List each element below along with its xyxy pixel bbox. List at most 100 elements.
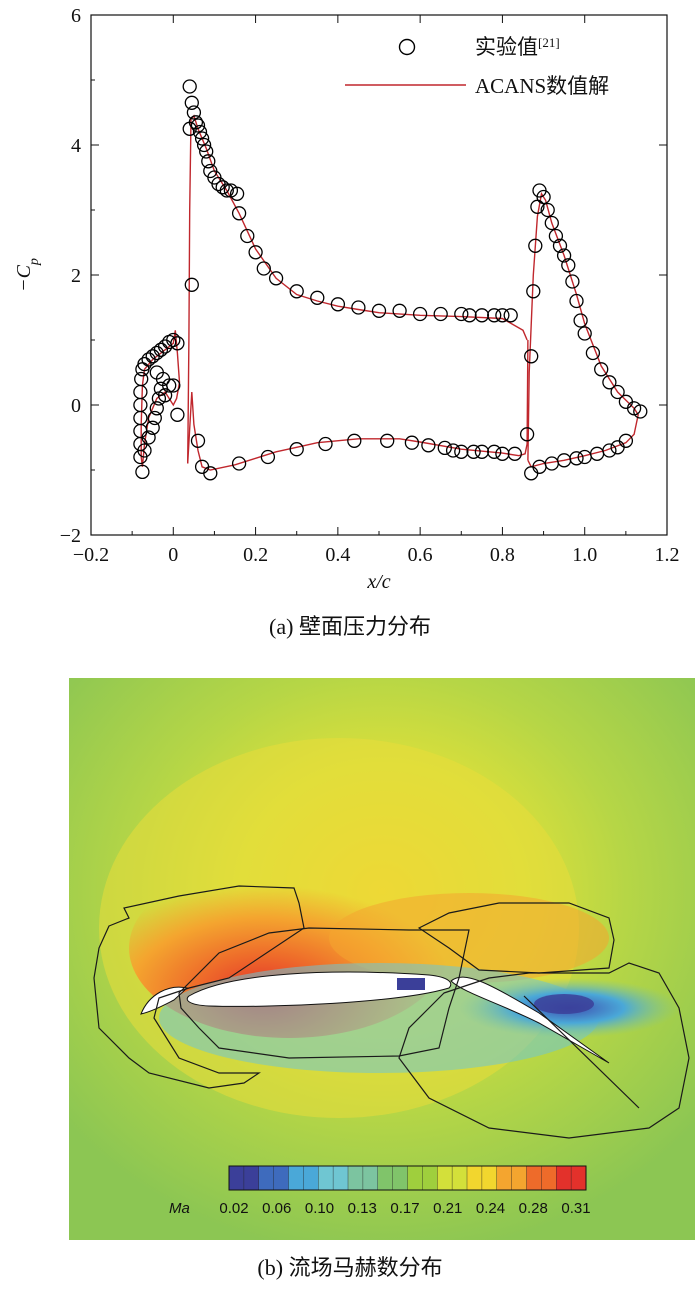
experiment-point xyxy=(166,378,181,393)
experiment-point xyxy=(248,245,263,260)
experiment-point xyxy=(133,397,148,413)
experiment-point xyxy=(145,420,160,435)
experiment-point xyxy=(526,284,541,299)
legend-marker-experiment xyxy=(398,38,416,56)
experiment-point xyxy=(569,451,584,466)
experiment-point xyxy=(507,446,522,461)
colorbar-swatch xyxy=(258,1166,289,1190)
colorbar-tick-label: 0.21 xyxy=(433,1200,462,1217)
experiment-point xyxy=(190,118,206,133)
experiment-point xyxy=(445,443,461,458)
colorbar-tick-label: 0.06 xyxy=(262,1200,291,1217)
experiment-point xyxy=(602,375,617,390)
experiment-point xyxy=(330,297,346,312)
mach-colorbar xyxy=(228,1165,587,1191)
experiment-point xyxy=(182,79,197,94)
experiment-point xyxy=(503,308,518,323)
slat-grid-boundary xyxy=(93,885,305,1089)
experiment-point xyxy=(532,459,547,474)
legend-label-acans: ACANS数值解 xyxy=(475,74,609,98)
experiment-point xyxy=(561,258,576,273)
experiment-point xyxy=(602,443,617,458)
y-tick-label: 4 xyxy=(71,135,81,157)
experiment-point xyxy=(199,144,214,159)
experiment-point xyxy=(134,371,149,387)
experiment-point xyxy=(487,308,502,323)
experiment-point xyxy=(466,444,481,459)
experiment-point xyxy=(170,336,185,351)
experiment-point xyxy=(149,365,164,380)
experiment-point xyxy=(433,306,448,322)
experiment-point xyxy=(618,394,634,409)
mach-contour-panel: Ma 0.02 0.06 0.10 0.13 0.17 0.21 0.24 0.28 0.31 xyxy=(69,678,695,1240)
experiment-point xyxy=(256,261,271,276)
y-tick-label: 6 xyxy=(71,5,81,27)
acans-line xyxy=(527,191,639,468)
experiment-point xyxy=(137,356,152,372)
experiment-point xyxy=(229,186,245,201)
experiment-point xyxy=(556,248,572,263)
colorbar-swatch xyxy=(437,1166,468,1190)
experiment-point xyxy=(318,436,333,452)
experiment-point xyxy=(184,277,199,292)
legend-label-experiment: 实验值[21] xyxy=(475,35,560,60)
experiment-point xyxy=(219,183,234,198)
flap-element xyxy=(450,976,610,1064)
experiment-point xyxy=(610,384,625,400)
experiment-point xyxy=(351,300,366,315)
experiment-point xyxy=(474,444,490,459)
colorbar-swatch xyxy=(348,1166,379,1190)
experiment-point xyxy=(618,433,634,448)
colorbar-swatch xyxy=(407,1166,438,1190)
x-tick-label: 0.2 xyxy=(243,544,268,566)
flap-wake-grid-boundary xyxy=(398,962,690,1139)
experiment-point xyxy=(203,466,218,481)
experiment-point xyxy=(585,345,601,361)
experiment-point xyxy=(454,306,469,322)
colorbar-tick-label: 0.02 xyxy=(219,1200,248,1217)
colorbar-tick-label: 0.13 xyxy=(348,1200,377,1217)
colorbar-swatch xyxy=(318,1166,349,1190)
experiment-point xyxy=(215,180,230,195)
experiment-point xyxy=(371,303,387,318)
colorbar-swatch xyxy=(288,1166,319,1190)
colorbar-tick-label: 0.17 xyxy=(390,1200,419,1217)
flap-upper-grid-boundary xyxy=(417,902,615,974)
experiment-point xyxy=(166,332,181,348)
experiment-point xyxy=(289,442,304,457)
experiment-point xyxy=(157,388,173,403)
experiment-point xyxy=(231,456,247,471)
experiment-point xyxy=(392,303,407,318)
experiment-point xyxy=(310,290,325,305)
y-tick-label: 2 xyxy=(71,265,81,287)
experiment-point xyxy=(524,349,539,364)
y-axis-label: −Cp xyxy=(13,258,42,292)
colorbar-tick-label: 0.10 xyxy=(305,1200,334,1217)
colorbar-swatch xyxy=(229,1166,260,1190)
experiment-point xyxy=(162,378,177,393)
experiment-point xyxy=(404,435,420,450)
experiment-point xyxy=(437,440,452,456)
experiment-point xyxy=(153,342,169,357)
main-grid-boundary xyxy=(178,927,470,1059)
experiment-point xyxy=(201,154,216,169)
colorbar-swatch xyxy=(526,1166,557,1190)
experiment-point xyxy=(454,444,469,459)
colorbar-swatch xyxy=(496,1166,527,1190)
experiment-point xyxy=(565,274,580,289)
acans-line xyxy=(187,339,529,471)
colorbar-tick-label: 0.24 xyxy=(476,1200,505,1217)
cove-vortex xyxy=(397,978,425,990)
experiment-point xyxy=(268,271,284,286)
x-tick-label: 1.2 xyxy=(655,544,680,566)
experiment-point xyxy=(594,362,609,377)
experiment-point xyxy=(487,444,502,459)
experiment-point xyxy=(186,105,202,120)
experiment-point xyxy=(633,404,648,419)
colorbar-tick-label: 0.31 xyxy=(561,1200,590,1217)
experiment-point xyxy=(519,427,535,442)
x-tick-label: −0.2 xyxy=(73,544,109,566)
x-tick-label: 0.4 xyxy=(325,544,350,566)
pressure-distribution-chart: −0.2 0 0.2 0.4 0.6 0.8 1.0 1.2 6 4 2 0 −2 x/c −Cp 实验值[2… xyxy=(13,5,680,593)
experiment-point xyxy=(149,401,164,416)
